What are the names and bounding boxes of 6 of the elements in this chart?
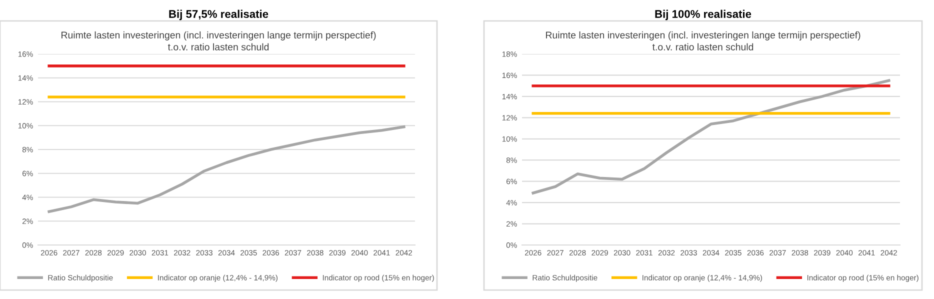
chart-subtitle: Ruimte lasten investeringen (incl. investeringen lange termijn perspectief) t.o.v. ratio lasten schuld — [546, 31, 860, 50]
chart-title: Bij 100% realisatie — [655, 10, 752, 20]
chart-title: Bij 57,5% realisatie — [169, 10, 268, 20]
line-series — [48, 125, 406, 213]
chart-subtitle: Ruimte lasten investeringen (incl. investeringen lange termijn perspectief) t.o.v. ratio lasten schuld — [62, 31, 376, 50]
line-series — [532, 79, 890, 194]
